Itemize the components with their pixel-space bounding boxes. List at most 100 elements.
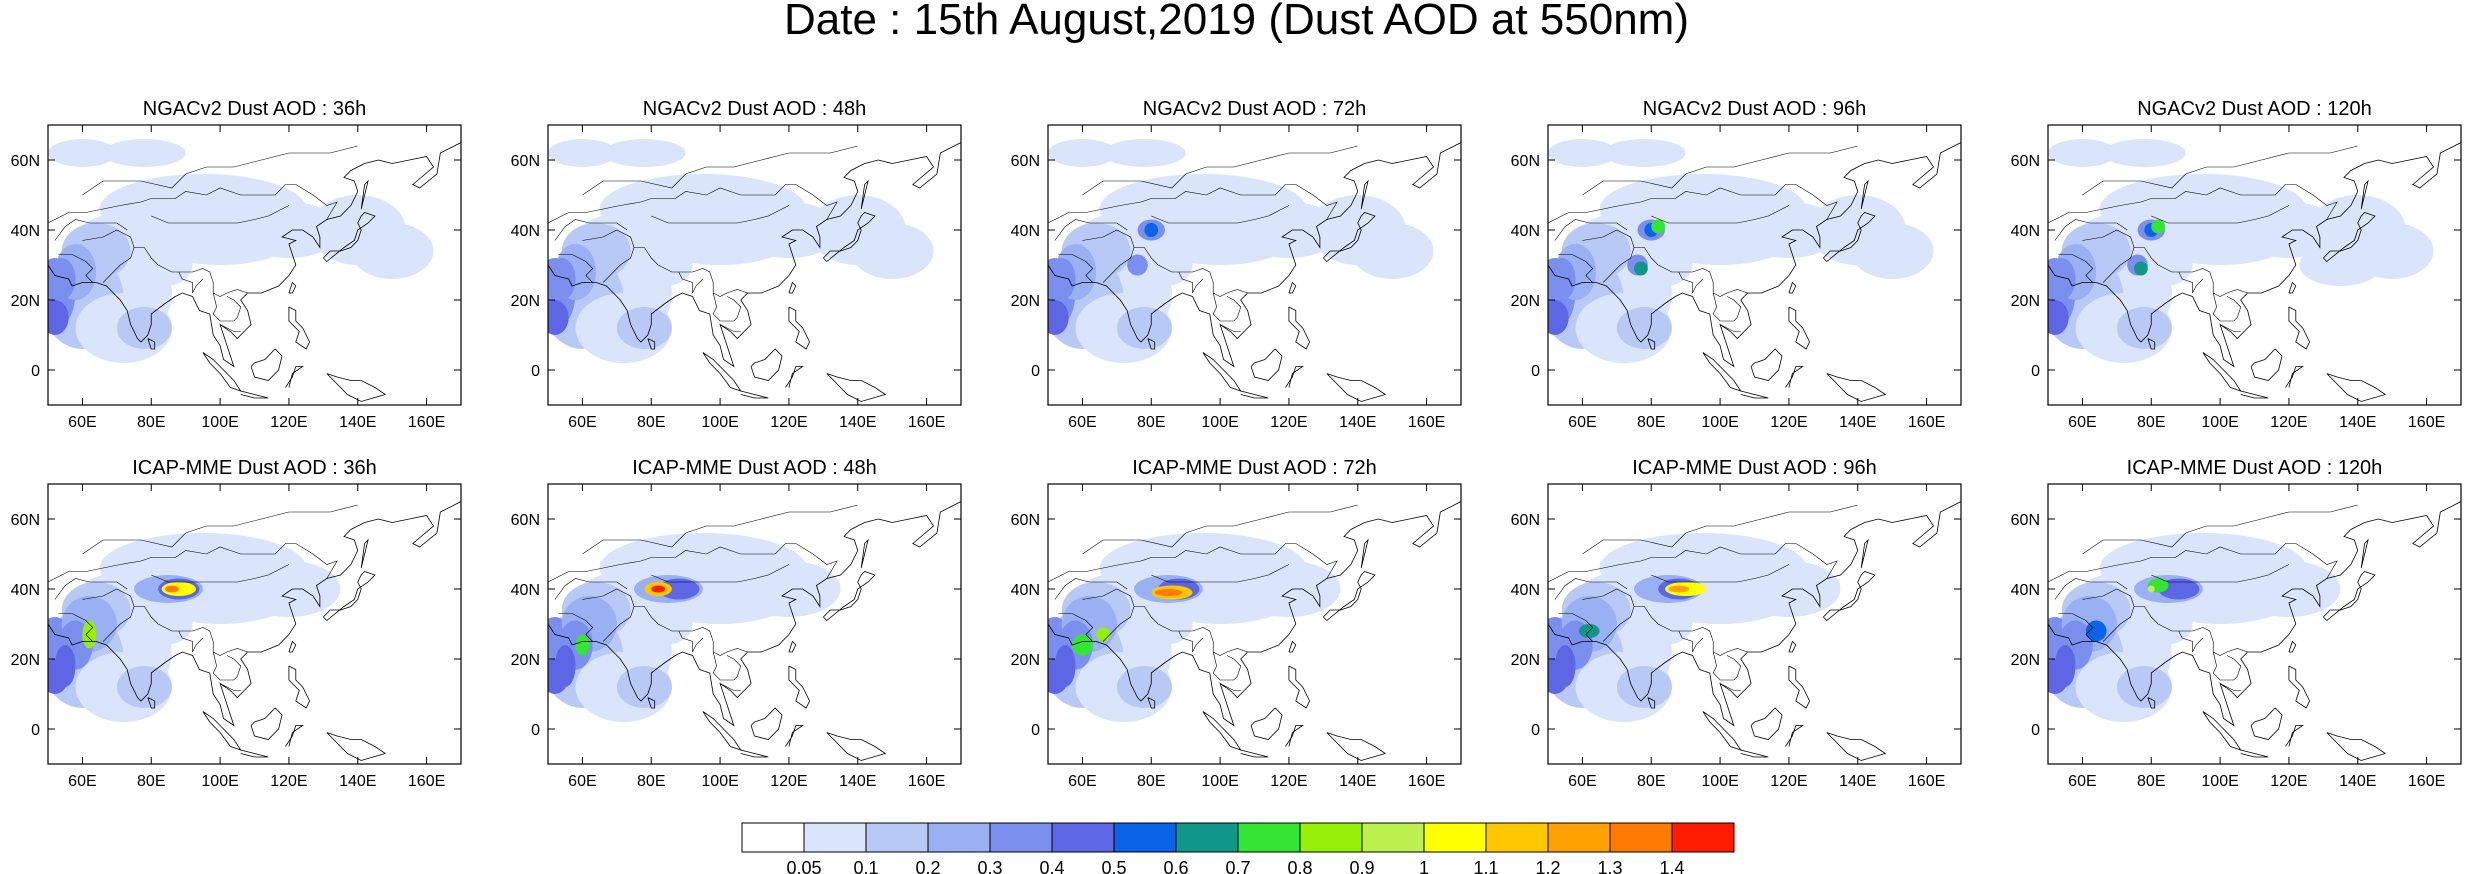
lon-tick-label: 120E	[2270, 414, 2307, 431]
colorbar-swatch	[927, 822, 991, 853]
lat-tick-label: 20N	[511, 293, 540, 310]
colorbar-swatch	[1113, 822, 1177, 853]
aod-cell	[2054, 645, 2076, 687]
lat-tick-label: 0	[1031, 722, 1040, 739]
lat-tick-label: 20N	[1511, 293, 1540, 310]
lon-tick-label: 100E	[701, 773, 738, 790]
aod-cell	[1548, 258, 1576, 300]
lon-tick-label: 140E	[2339, 414, 2376, 431]
lat-tick-label: 60N	[511, 512, 540, 529]
lat-tick-label: 0	[31, 363, 40, 380]
colorbar-label: 0.2	[915, 858, 940, 874]
coastlines	[548, 142, 961, 402]
lon-tick-label: 80E	[2137, 773, 2165, 790]
aod-cell	[1637, 244, 1693, 286]
panel-title: NGACv2 Dust AOD : 96h	[1643, 98, 1866, 120]
aod-cell	[137, 244, 193, 286]
lon-tick-label: 100E	[1201, 773, 1238, 790]
panel-title: NGACv2 Dust AOD : 120h	[2137, 98, 2372, 120]
map-panels: NGACv2 Dust AOD : 36h 60E 80E 100E 120E 140E 1…	[11, 98, 2462, 790]
colorbar-label: 0.9	[1349, 858, 1374, 874]
aod-cell	[1637, 603, 1693, 645]
colorbar-label: 0.4	[1039, 858, 1064, 874]
aod-cell	[2048, 258, 2076, 300]
map-frame	[1047, 124, 1462, 406]
lat-tick-label: 40N	[511, 223, 540, 240]
lon-tick-label: 80E	[1637, 414, 1665, 431]
lat-tick-label: 40N	[1011, 582, 1040, 599]
aod-cell	[616, 666, 672, 708]
lon-tick-label: 100E	[1201, 414, 1238, 431]
aod-cell	[1603, 139, 1686, 167]
lat-tick-label: 0	[1031, 363, 1040, 380]
lon-tick-label: 140E	[1339, 414, 1376, 431]
aod-cell	[1634, 261, 1648, 276]
lat-tick-label: 0	[2031, 722, 2040, 739]
lon-tick-label: 160E	[2408, 414, 2445, 431]
aod-cell	[48, 139, 117, 167]
aod-cell	[2151, 219, 2166, 234]
colorbar-swatch	[1175, 822, 1239, 853]
aod-cell	[1144, 223, 1159, 237]
aod-cell	[2158, 578, 2200, 600]
lat-tick-label: 60N	[2011, 153, 2040, 170]
aod-cell	[548, 300, 569, 335]
aod-cell	[637, 603, 693, 645]
lat-tick-label: 20N	[2011, 652, 2040, 669]
lat-tick-label: 40N	[1011, 223, 1040, 240]
aod-cell	[116, 307, 172, 349]
main-title: Date : 15th August,2019 (Dust AOD at 550…	[784, 0, 1689, 44]
lon-tick-label: 140E	[1839, 414, 1876, 431]
lat-tick-label: 20N	[1011, 293, 1040, 310]
aod-cell	[1116, 307, 1172, 349]
lat-tick-label: 60N	[2011, 512, 2040, 529]
aod-cell	[554, 645, 576, 687]
lon-tick-label: 80E	[137, 414, 165, 431]
lat-tick-label: 40N	[11, 582, 40, 599]
aod-cell	[548, 258, 576, 300]
colorbar-swatch	[1237, 822, 1301, 853]
colorbar-swatch	[1671, 822, 1735, 853]
lon-tick-label: 160E	[408, 414, 445, 431]
coastlines	[2048, 142, 2461, 402]
aod-cell	[1350, 223, 1434, 279]
map-frame	[2047, 483, 2462, 765]
aod-cell	[2048, 139, 2117, 167]
lon-tick-label: 160E	[908, 773, 945, 790]
lat-tick-label: 40N	[1511, 582, 1540, 599]
lon-tick-label: 140E	[839, 773, 876, 790]
lat-tick-label: 20N	[511, 652, 540, 669]
lon-tick-label: 120E	[1770, 414, 1807, 431]
aod-cell	[1116, 666, 1172, 708]
lat-tick-label: 0	[531, 722, 540, 739]
lon-tick-label: 140E	[339, 773, 376, 790]
lon-tick-label: 60E	[1568, 773, 1596, 790]
lat-tick-label: 20N	[1511, 652, 1540, 669]
coastlines	[1048, 142, 1461, 402]
lat-tick-label: 20N	[11, 652, 40, 669]
map-panel: NGACv2 Dust AOD : 96h 60E 80E 100E 120E 140E 1…	[1511, 98, 1962, 431]
aod-cell	[2048, 300, 2069, 335]
lon-tick-label: 140E	[1339, 773, 1376, 790]
colorbar-swatch	[1361, 822, 1425, 853]
colorbar-label: 1	[1419, 858, 1429, 874]
aod-cell	[54, 645, 76, 687]
lon-tick-label: 120E	[770, 773, 807, 790]
lon-tick-label: 100E	[701, 414, 738, 431]
aod-cell	[1668, 585, 1690, 593]
colorbar-swatch	[1485, 822, 1549, 853]
colorbar-label: 0.6	[1163, 858, 1188, 874]
lat-tick-label: 40N	[11, 223, 40, 240]
map-frame	[547, 483, 962, 765]
map-panel: ICAP-MME Dust AOD : 120h 60E 80E 100E 120E 14…	[2011, 457, 2462, 790]
lat-tick-label: 60N	[11, 153, 40, 170]
panel-title: NGACv2 Dust AOD : 72h	[1143, 98, 1366, 120]
coastlines	[48, 501, 461, 761]
lon-tick-label: 60E	[568, 773, 596, 790]
aod-cell	[1127, 254, 1148, 276]
aod-cell	[2299, 244, 2382, 286]
lon-tick-label: 60E	[68, 414, 96, 431]
aod-cell	[603, 139, 686, 167]
panel-title: ICAP-MME Dust AOD : 72h	[1132, 457, 1377, 479]
map-panel: NGACv2 Dust AOD : 48h 60E 80E 100E 120E 140E 1…	[511, 98, 962, 431]
